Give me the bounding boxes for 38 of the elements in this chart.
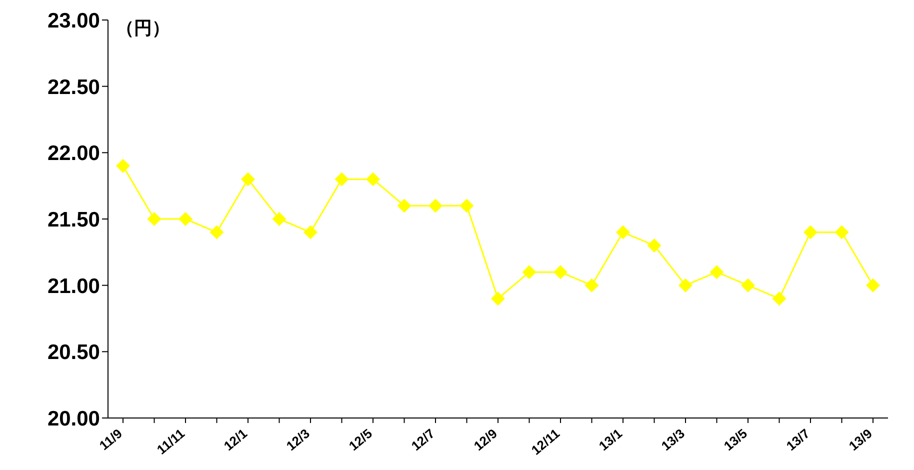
point bbox=[554, 265, 568, 280]
y-tick-label: 20.50 bbox=[47, 341, 100, 364]
point bbox=[116, 158, 130, 173]
point bbox=[366, 172, 380, 186]
point bbox=[584, 278, 599, 292]
point bbox=[147, 212, 162, 226]
y-tick-label: 22.50 bbox=[47, 76, 100, 99]
point bbox=[491, 292, 505, 306]
y-tick-label: 23.00 bbox=[47, 9, 100, 32]
point bbox=[178, 212, 192, 226]
point bbox=[334, 172, 349, 186]
x-tick-label: 13/3 bbox=[658, 426, 688, 454]
point bbox=[678, 278, 692, 292]
x-tick-label: 12/1 bbox=[220, 426, 250, 454]
point bbox=[772, 292, 786, 306]
x-tick-label: 13/9 bbox=[846, 426, 875, 454]
point bbox=[804, 225, 818, 240]
point bbox=[428, 198, 442, 213]
x-tick-label: 12/9 bbox=[470, 426, 500, 454]
point bbox=[710, 265, 724, 280]
point bbox=[834, 225, 849, 240]
point bbox=[460, 198, 474, 213]
point bbox=[210, 225, 224, 240]
point bbox=[866, 278, 880, 292]
point bbox=[304, 225, 318, 240]
y-tick-label: 22.00 bbox=[47, 142, 100, 166]
point bbox=[397, 198, 412, 213]
y-tick-label: 21.00 bbox=[47, 274, 100, 298]
point bbox=[241, 172, 255, 186]
point bbox=[616, 225, 630, 240]
y-axis-title: （円） bbox=[116, 17, 170, 40]
x-tick-label: 13/1 bbox=[596, 426, 625, 454]
point bbox=[741, 278, 755, 292]
x-tick-label: 12/3 bbox=[283, 426, 312, 454]
point bbox=[272, 212, 286, 226]
point bbox=[522, 265, 536, 280]
point bbox=[647, 238, 662, 253]
y-tick-label: 21.50 bbox=[47, 208, 100, 232]
